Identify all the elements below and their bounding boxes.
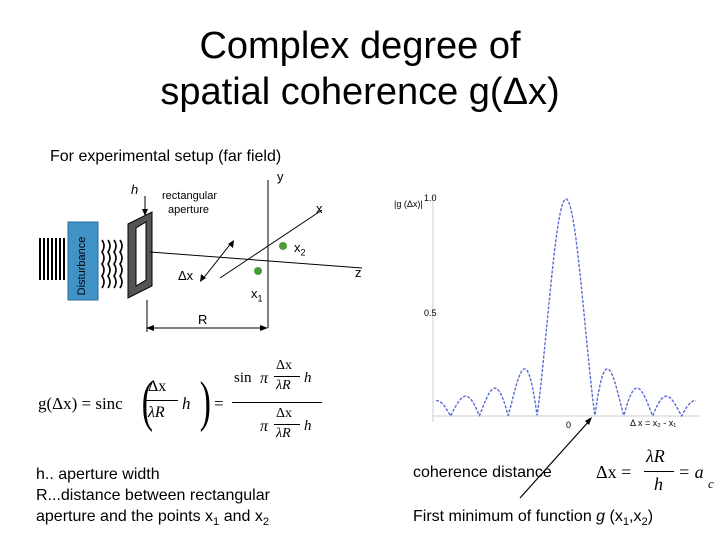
- formula-sin: sin: [234, 370, 252, 386]
- z-axis: [149, 251, 363, 269]
- x2-label: x2: [294, 240, 306, 258]
- min-g: g: [596, 508, 606, 525]
- coh-den: h: [654, 474, 663, 494]
- formula-top-num: Δx: [276, 358, 293, 373]
- page-title-line2: spatial coherence g(Δx): [160, 71, 560, 113]
- formula-h: h: [182, 394, 191, 413]
- min-open: (x: [605, 508, 623, 525]
- min-close: ): [647, 508, 654, 525]
- point-x2: [279, 242, 287, 250]
- coh-lhs: Δx =: [596, 462, 632, 482]
- formula-paren-open: (: [141, 371, 153, 433]
- formula-bot-bar: [274, 424, 300, 425]
- x-label: x: [316, 201, 323, 216]
- plot-ylabel: |g (Δx)|: [394, 199, 423, 209]
- plot-xlabel: Δ x = x₂ - x₁: [630, 418, 677, 428]
- dx-arrow: [201, 241, 233, 281]
- aperture-label-line1: rectangular: [162, 190, 218, 202]
- min-sub2: 2: [641, 516, 648, 529]
- x1-sub: 1: [257, 293, 263, 304]
- formula-lhs: g(Δx) = sinc: [38, 394, 123, 413]
- min-comma: ,x: [629, 508, 642, 525]
- formula-main-bar: [232, 402, 322, 403]
- plot-tick-0: 0: [566, 420, 572, 430]
- z-label: z: [355, 265, 362, 280]
- coh-eq2-sub: c: [708, 476, 714, 491]
- x1-label: x1: [251, 286, 263, 304]
- coh-bar: [644, 471, 674, 472]
- min-prefix: First minimum of function: [413, 508, 597, 525]
- curved-waves: [101, 239, 123, 289]
- formula-bot-h: h: [304, 418, 312, 434]
- min-sub1: 1: [622, 516, 630, 529]
- disturbance-box: [67, 221, 99, 301]
- coh-eq2: = a: [678, 462, 704, 482]
- coh-num: λR: [646, 446, 665, 466]
- dx-label: Δx: [178, 268, 194, 283]
- sinc-curve: [435, 198, 697, 418]
- x1-letter: x: [251, 286, 258, 301]
- first-minimum-text: First minimum of function g (x1,x2): [413, 506, 653, 533]
- x2-letter: x: [294, 240, 301, 255]
- formula-num: Δx: [148, 378, 167, 395]
- y-label: y: [277, 169, 284, 184]
- page-title-line1: Complex degree of: [199, 25, 521, 67]
- subtitle: For experimental setup (far field): [50, 148, 282, 165]
- formula-top-bar: [274, 376, 300, 377]
- def-line1: h.. aperture width: [36, 466, 160, 483]
- coherence-label: coherence distance: [413, 464, 552, 481]
- plot-tick-05: 0.5: [424, 308, 437, 318]
- coherence-formula: Δx = λR h = a c: [596, 444, 720, 504]
- sinc-formula: g(Δx) = sinc ( Δx λR h ) = sin π Δx λR h…: [38, 356, 338, 446]
- x-axis: [219, 209, 323, 279]
- formula-pi-top: π: [260, 370, 269, 387]
- def-sub1: 1: [213, 516, 220, 529]
- x2-sub: 2: [300, 247, 306, 258]
- formula-bot-num: Δx: [276, 406, 293, 421]
- aperture-frame: [127, 211, 153, 299]
- def-line2: R...distance between rectangular: [36, 487, 270, 504]
- def-sub2: 2: [262, 516, 270, 529]
- formula-bar: [144, 400, 178, 401]
- formula-den: λR: [148, 404, 165, 421]
- definitions: h.. aperture width R...distance between …: [36, 464, 270, 533]
- r-label: R: [198, 312, 208, 327]
- aperture-label-line2: aperture: [168, 204, 209, 216]
- h-label: h: [131, 182, 139, 197]
- formula-bot-den: λR: [276, 426, 291, 441]
- formula-paren-close: ): [199, 371, 211, 433]
- formula-top-h: h: [304, 370, 312, 386]
- def-line3-mid: and x: [219, 508, 263, 525]
- formula-pi-bot: π: [260, 418, 269, 435]
- formula-eq: =: [214, 394, 224, 413]
- point-x1: [254, 267, 262, 275]
- formula-top-den: λR: [276, 378, 291, 393]
- def-line3: aperture and the points x1 and x2: [36, 506, 270, 533]
- wave-lines: [39, 238, 65, 280]
- def-line3-prefix: aperture and the points x: [36, 508, 214, 525]
- plot-tick-1: 1.0: [424, 193, 437, 203]
